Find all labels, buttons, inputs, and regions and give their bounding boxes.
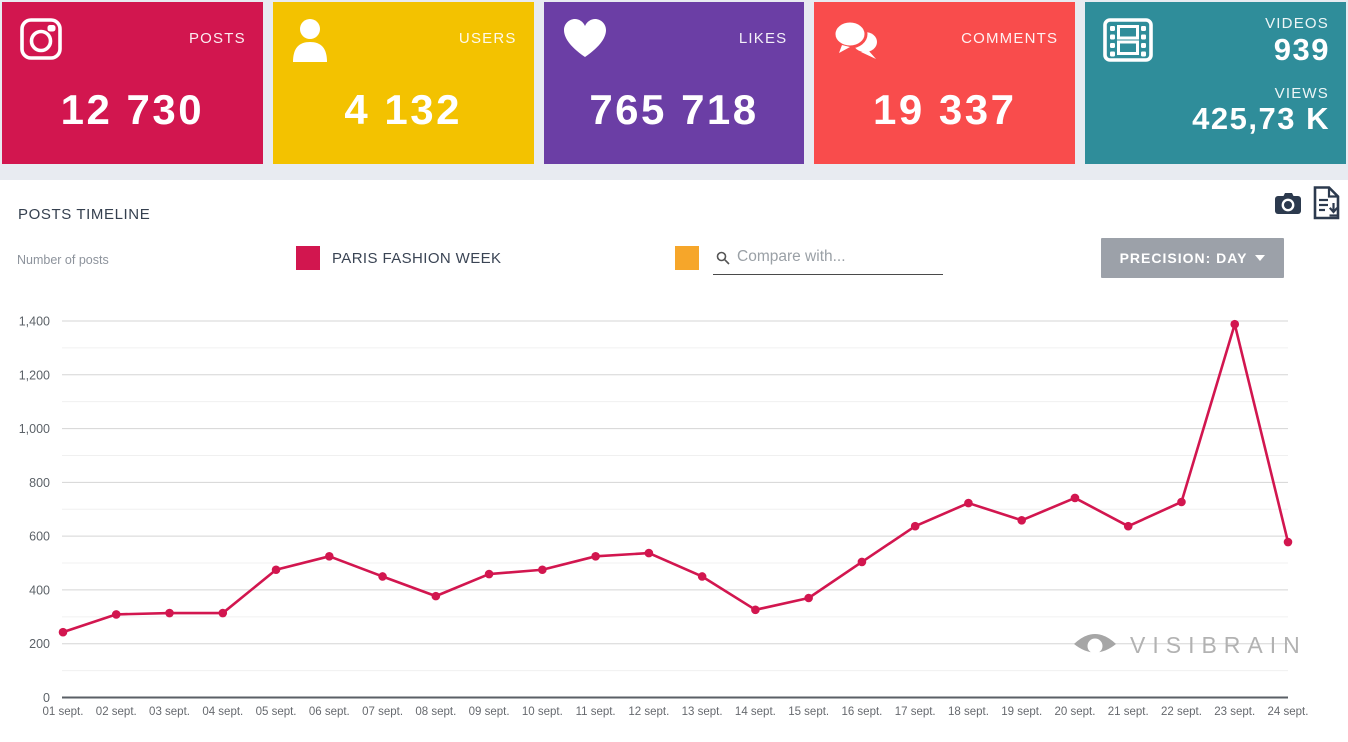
x-tick-label: 21 sept. (1108, 706, 1149, 718)
data-point[interactable] (751, 605, 760, 615)
data-point[interactable] (271, 565, 281, 575)
card-videos: VIDEOS 939 VIEWS 425,73 K (1085, 2, 1346, 164)
svg-text:VISIBRAIN: VISIBRAIN (1130, 632, 1307, 658)
precision-label: PRECISION: DAY (1119, 250, 1248, 266)
x-tick-label: 05 sept. (256, 706, 297, 718)
card-users-value: 4 132 (344, 86, 462, 133)
data-point[interactable] (111, 610, 121, 619)
x-tick-label: 11 sept. (576, 706, 616, 718)
card-posts-value: 12 730 (60, 86, 205, 133)
export-icon[interactable] (1313, 186, 1341, 220)
x-tick-label: 13 sept. (682, 706, 723, 718)
x-tick-label: 18 sept. (948, 706, 989, 718)
comments-icon (832, 18, 880, 60)
x-tick-label: 08 sept. (415, 706, 456, 718)
y-tick-label: 800 (29, 476, 50, 490)
card-users: USERS 4 132 (272, 2, 534, 164)
y-tick-label: 1,000 (19, 422, 50, 436)
user-icon (291, 18, 331, 62)
y-tick-label: 0 (43, 691, 50, 705)
card-views-label: VIEWS (1274, 85, 1329, 102)
x-tick-label: 09 sept. (469, 706, 510, 718)
card-likes: LIKES 765 718 (543, 2, 805, 164)
card-videos-value: 939 (1273, 32, 1330, 67)
x-tick-label: 01 sept. (43, 706, 84, 718)
x-tick-label: 07 sept. (362, 706, 403, 718)
data-point[interactable] (538, 565, 547, 575)
data-point[interactable] (1177, 497, 1186, 507)
card-posts: POSTS 12 730 (2, 2, 263, 164)
card-users-label: USERS (458, 30, 517, 47)
camera-icon[interactable] (1274, 189, 1302, 217)
x-tick-label: 04 sept. (202, 706, 243, 718)
compare-control (675, 246, 943, 275)
legend-label: PARIS FASHION WEEK (332, 249, 502, 267)
series-line (62, 322, 1290, 634)
card-posts-label: POSTS (188, 30, 246, 47)
card-likes-value: 765 718 (589, 86, 759, 133)
x-tick-label: 22 sept. (1161, 706, 1202, 718)
posts-timeline-chart[interactable]: 0 200 400 600 800 1,000 1,200 1,400 VISIBRAIN 01 … (0, 300, 1348, 742)
x-tick-label: 12 sept. (628, 706, 669, 718)
x-tick-label: 14 sept. (735, 706, 776, 718)
x-tick-label: 03 sept. (149, 706, 190, 718)
data-point[interactable] (1123, 521, 1133, 531)
y-tick-label: 600 (29, 530, 50, 544)
y-tick-label: 1,400 (19, 315, 50, 329)
data-point[interactable] (857, 557, 867, 567)
data-point[interactable] (644, 548, 654, 558)
stat-cards-band: POSTS 12 730 USERS 4 132 LIKES 765 718 (0, 0, 1348, 180)
posts-timeline-title: POSTS TIMELINE (18, 206, 151, 223)
x-tick-label: 10 sept. (522, 706, 563, 718)
data-point[interactable] (964, 498, 973, 508)
card-comments-value: 19 337 (873, 86, 1017, 133)
data-point[interactable] (325, 552, 334, 561)
data-point[interactable] (1230, 319, 1240, 329)
data-point[interactable] (1017, 515, 1026, 525)
visibrain-watermark: VISIBRAIN (1074, 632, 1307, 658)
data-point[interactable] (218, 608, 228, 618)
x-tick-label: 17 sept. (895, 706, 936, 718)
x-tick-label: 16 sept. (841, 706, 882, 718)
x-tick-label: 19 sept. (1001, 706, 1042, 718)
x-tick-label: 20 sept. (1054, 706, 1095, 718)
instagram-icon (20, 18, 62, 60)
heart-icon (562, 18, 608, 58)
search-icon (716, 251, 730, 265)
data-point[interactable] (58, 627, 68, 637)
data-point[interactable] (591, 552, 600, 561)
y-axis-title: Number of posts (17, 253, 109, 267)
compare-input[interactable] (713, 246, 943, 275)
y-tick-label: 200 (29, 637, 50, 651)
data-point[interactable] (165, 608, 174, 618)
legend-color-swatch (296, 246, 320, 270)
x-tick-label: 06 sept. (309, 706, 350, 718)
x-tick-label: 23 sept. (1214, 706, 1255, 718)
precision-dropdown[interactable]: PRECISION: DAY (1101, 238, 1284, 278)
y-tick-label: 400 (29, 583, 50, 597)
card-comments: COMMENTS 19 337 (814, 2, 1076, 164)
card-videos-label: VIDEOS (1265, 15, 1329, 32)
film-icon (1103, 18, 1153, 62)
legend-item: PARIS FASHION WEEK (296, 246, 501, 270)
y-tick-label: 1,200 (19, 368, 50, 382)
data-point[interactable] (431, 591, 441, 601)
card-comments-label: COMMENTS (961, 30, 1059, 47)
caret-down-icon (1255, 255, 1266, 261)
data-point[interactable] (804, 593, 813, 603)
x-tick-label: 15 sept. (788, 706, 829, 718)
card-likes-label: LIKES (738, 30, 788, 47)
data-point[interactable] (697, 572, 707, 581)
data-point[interactable] (910, 521, 920, 531)
compare-color-swatch (675, 246, 699, 270)
x-tick-label: 02 sept. (96, 706, 137, 718)
data-point[interactable] (484, 569, 494, 579)
data-point[interactable] (1283, 537, 1293, 547)
data-point[interactable] (1070, 493, 1080, 503)
data-point[interactable] (378, 572, 387, 581)
x-tick-label: 24 sept. (1268, 706, 1309, 718)
card-views-value: 425,73 K (1192, 101, 1330, 136)
